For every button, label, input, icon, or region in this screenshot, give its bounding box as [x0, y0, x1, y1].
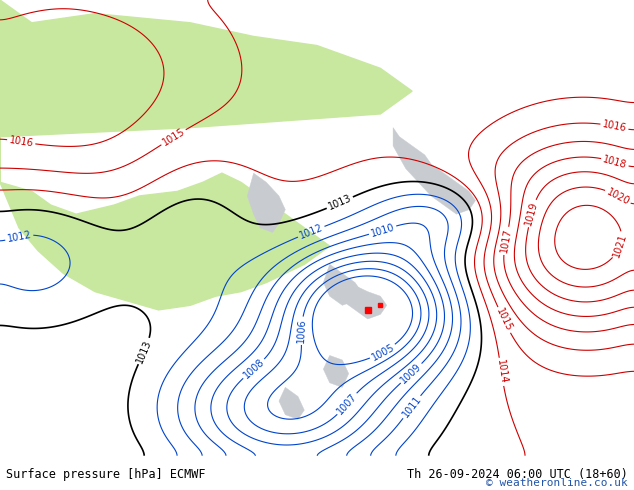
Polygon shape — [323, 355, 349, 387]
Text: 1021: 1021 — [612, 232, 629, 259]
Text: 1019: 1019 — [524, 200, 540, 226]
Text: 1005: 1005 — [370, 342, 396, 363]
Polygon shape — [0, 0, 412, 137]
Polygon shape — [279, 387, 304, 419]
Text: 1016: 1016 — [8, 135, 34, 148]
Text: 1011: 1011 — [400, 394, 423, 419]
Text: 1014: 1014 — [495, 359, 508, 385]
Text: 1018: 1018 — [602, 154, 628, 170]
Polygon shape — [0, 0, 330, 310]
Text: 1007: 1007 — [335, 392, 359, 416]
Text: 1015: 1015 — [494, 307, 514, 333]
Text: 1006: 1006 — [296, 318, 307, 343]
Polygon shape — [393, 127, 476, 214]
Text: 1013: 1013 — [327, 193, 353, 212]
Text: Surface pressure [hPa] ECMWF: Surface pressure [hPa] ECMWF — [6, 467, 206, 481]
Text: 1016: 1016 — [602, 119, 628, 134]
Text: 1008: 1008 — [242, 357, 266, 381]
Text: 1012: 1012 — [298, 222, 325, 241]
Text: 1015: 1015 — [160, 126, 186, 148]
Text: © weatheronline.co.uk: © weatheronline.co.uk — [486, 478, 628, 488]
Polygon shape — [247, 173, 285, 232]
Text: 1010: 1010 — [370, 222, 396, 239]
Text: Th 26-09-2024 06:00 UTC (18+60): Th 26-09-2024 06:00 UTC (18+60) — [407, 467, 628, 481]
Text: 1009: 1009 — [399, 362, 424, 386]
Text: 1017: 1017 — [499, 228, 513, 254]
Text: 1020: 1020 — [605, 187, 631, 207]
Text: 1012: 1012 — [6, 229, 32, 244]
Polygon shape — [323, 264, 361, 305]
Text: 1013: 1013 — [135, 338, 153, 365]
Polygon shape — [342, 283, 387, 319]
